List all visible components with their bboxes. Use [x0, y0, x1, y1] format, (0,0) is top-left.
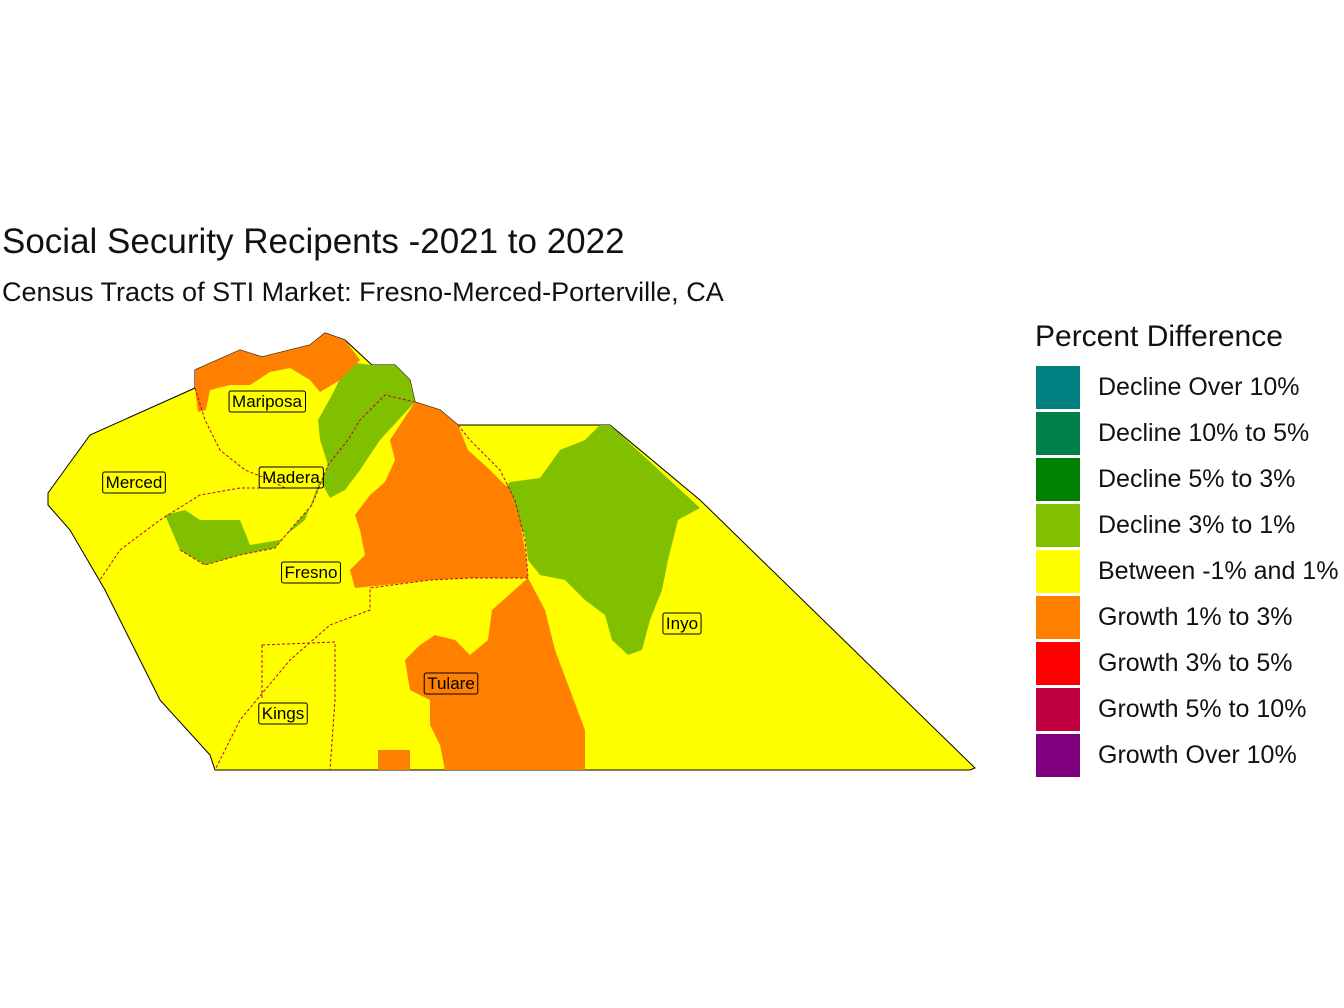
legend-label: Growth 1% to 3%	[1098, 603, 1293, 631]
county-label-box	[281, 561, 341, 584]
county-label-text: Inyo	[666, 614, 698, 633]
legend-swatch	[1036, 550, 1080, 593]
county-labels: Mariposa Merced Madera Fresno Inyo Tulare King…	[102, 390, 702, 725]
county-label-box	[423, 672, 479, 695]
county-label-fresno: Fresno	[281, 561, 341, 584]
legend-item: Decline 10% to 5%	[1035, 412, 1309, 458]
county-label-box	[258, 466, 324, 489]
county-label-tulare: Tulare	[423, 672, 479, 695]
tract-region-growth-kings	[378, 750, 410, 770]
county-label-text: Kings	[262, 704, 305, 723]
legend-label: Growth 5% to 10%	[1098, 695, 1307, 723]
county-label-kings: Kings	[258, 702, 308, 725]
legend-item: Decline 3% to 1%	[1035, 504, 1295, 550]
tract-region-decline-inyo	[498, 425, 700, 655]
choropleth-map: Mariposa Merced Madera Fresno Inyo Tulare King…	[47, 332, 976, 771]
county-label-box	[228, 390, 307, 413]
legend-label: Decline 10% to 5%	[1098, 419, 1310, 447]
county-label-box	[258, 702, 308, 725]
legend-label: Growth Over 10%	[1098, 741, 1297, 769]
map-subtitle: Census Tracts of STI Market: Fresno-Merc…	[2, 277, 724, 307]
legend-item: Growth Over 10%	[1035, 734, 1297, 780]
legend-swatch	[1036, 642, 1080, 685]
legend-label: Between -1% and 1%	[1098, 557, 1339, 585]
county-label-text: Tulare	[427, 674, 475, 693]
county-label-text: Madera	[262, 468, 320, 487]
legend-swatch	[1036, 596, 1080, 639]
tract-region-decline-madera	[165, 362, 415, 565]
county-label-inyo: Inyo	[662, 612, 702, 635]
legend-item: Growth 5% to 10%	[1035, 688, 1306, 734]
legend-swatch	[1036, 734, 1080, 777]
legend-swatch	[1036, 412, 1080, 455]
county-label-box	[662, 612, 702, 635]
county-label-box	[102, 471, 166, 494]
legend-item: Decline 5% to 3%	[1035, 458, 1295, 504]
county-label-madera: Madera	[258, 466, 324, 489]
map-title: Social Security Recipents -2021 to 2022	[2, 222, 625, 261]
legend-item: Between -1% and 1%	[1035, 550, 1338, 596]
legend-label: Growth 3% to 5%	[1098, 649, 1293, 677]
tract-region-growth-tulare	[405, 578, 585, 770]
county-label-text: Fresno	[285, 563, 338, 582]
legend-item: Growth 3% to 5%	[1035, 642, 1293, 688]
legend-item: Decline Over 10%	[1035, 366, 1299, 412]
tract-region-growth-fresno	[350, 402, 528, 588]
legend: Percent Difference Decline Over 10% Decl…	[1035, 320, 1338, 780]
legend-items: Decline Over 10% Decline 10% to 5% Decli…	[1035, 366, 1338, 780]
legend-label: Decline Over 10%	[1098, 373, 1300, 401]
legend-swatch	[1036, 458, 1080, 501]
legend-swatch	[1036, 504, 1080, 547]
county-boundaries	[99, 387, 529, 771]
county-label-merced: Merced	[102, 471, 166, 494]
county-label-mariposa: Mariposa	[228, 390, 307, 413]
legend-item: Growth 1% to 3%	[1035, 596, 1293, 642]
legend-title: Percent Difference	[1035, 320, 1283, 353]
county-label-text: Merced	[106, 473, 163, 492]
tract-region-growth-mariposa	[195, 333, 360, 412]
legend-label: Decline 5% to 3%	[1098, 465, 1296, 493]
legend-label: Decline 3% to 1%	[1098, 511, 1296, 539]
legend-swatch	[1036, 366, 1080, 409]
legend-swatch	[1036, 688, 1080, 731]
county-label-text: Mariposa	[232, 392, 302, 411]
